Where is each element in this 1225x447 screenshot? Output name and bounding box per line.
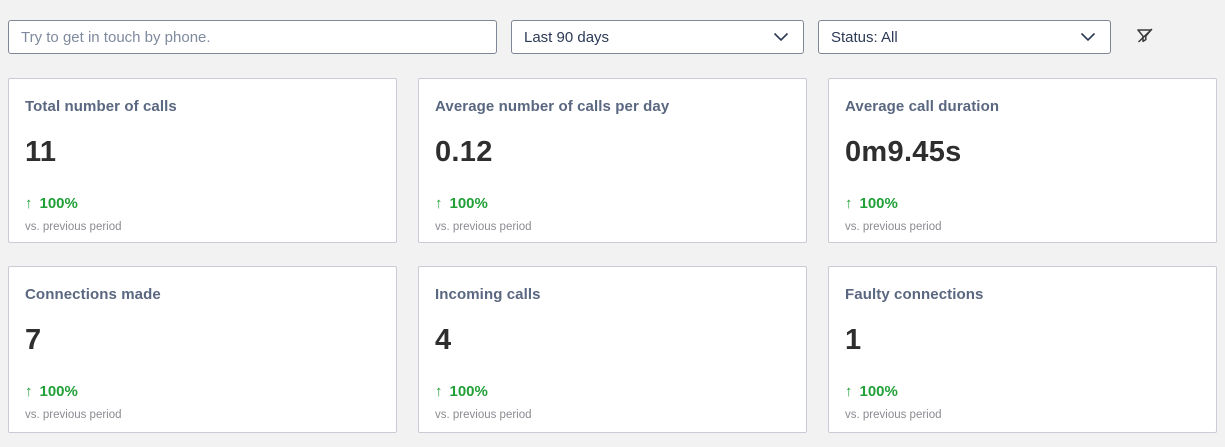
stat-card-incoming-calls: Incoming calls 4 ↑ 100% vs. previous per… — [418, 266, 807, 433]
search-input[interactable] — [8, 20, 497, 54]
card-value: 11 — [25, 136, 57, 168]
trend-up-arrow-icon: ↑ — [435, 195, 443, 212]
trend-up-arrow-icon: ↑ — [845, 195, 853, 212]
card-change-percent: 100% — [859, 195, 898, 212]
card-title: Average number of calls per day — [435, 98, 670, 115]
card-change: ↑ 100% — [25, 195, 380, 212]
card-change: ↑ 100% — [435, 195, 790, 212]
status-value: Status: All — [831, 28, 898, 46]
card-value: 4 — [435, 324, 452, 356]
card-title: Average call duration — [845, 98, 1000, 115]
chevron-down-icon — [773, 32, 789, 42]
stat-card-avg-call-duration: Average call duration 0m9.45s ↑ 100% vs.… — [828, 78, 1217, 243]
trend-up-arrow-icon: ↑ — [25, 383, 33, 400]
card-value: 7 — [25, 324, 42, 356]
stats-grid: Total number of calls 11 ↑ 100% vs. prev… — [0, 54, 1225, 433]
card-change-percent: 100% — [449, 383, 488, 400]
trend-up-arrow-icon: ↑ — [845, 383, 853, 400]
chevron-down-icon — [1080, 32, 1096, 42]
card-compare-label: vs. previous period — [435, 221, 532, 233]
date-range-select[interactable]: Last 90 days — [511, 20, 804, 54]
card-compare-label: vs. previous period — [845, 409, 942, 421]
trend-up-arrow-icon: ↑ — [435, 383, 443, 400]
card-change: ↑ 100% — [435, 383, 790, 400]
stat-card-total-calls: Total number of calls 11 ↑ 100% vs. prev… — [8, 78, 397, 243]
card-compare-label: vs. previous period — [25, 221, 122, 233]
filter-off-icon — [1134, 25, 1156, 50]
card-change-percent: 100% — [39, 195, 78, 212]
status-select[interactable]: Status: All — [818, 20, 1111, 54]
card-change: ↑ 100% — [845, 195, 1200, 212]
filter-toolbar: Last 90 days Status: All — [0, 0, 1225, 54]
card-compare-label: vs. previous period — [25, 409, 122, 421]
card-value: 0.12 — [435, 136, 493, 168]
card-value: 1 — [845, 324, 862, 356]
stat-card-avg-calls-per-day: Average number of calls per day 0.12 ↑ 1… — [418, 78, 807, 243]
card-change-percent: 100% — [449, 195, 488, 212]
card-change: ↑ 100% — [845, 383, 1200, 400]
card-title: Faulty connections — [845, 286, 984, 303]
card-title: Connections made — [25, 286, 161, 303]
trend-up-arrow-icon: ↑ — [25, 195, 33, 212]
card-compare-label: vs. previous period — [435, 409, 532, 421]
card-change-percent: 100% — [859, 383, 898, 400]
card-title: Incoming calls — [435, 286, 541, 303]
card-value: 0m9.45s — [845, 136, 962, 168]
stat-card-connections-made: Connections made 7 ↑ 100% vs. previous p… — [8, 266, 397, 433]
clear-filters-button[interactable] — [1131, 23, 1159, 51]
card-change: ↑ 100% — [25, 383, 380, 400]
date-range-value: Last 90 days — [524, 28, 610, 46]
card-change-percent: 100% — [39, 383, 78, 400]
stat-card-faulty-connections: Faulty connections 1 ↑ 100% vs. previous… — [828, 266, 1217, 433]
card-compare-label: vs. previous period — [845, 221, 942, 233]
card-title: Total number of calls — [25, 98, 177, 115]
